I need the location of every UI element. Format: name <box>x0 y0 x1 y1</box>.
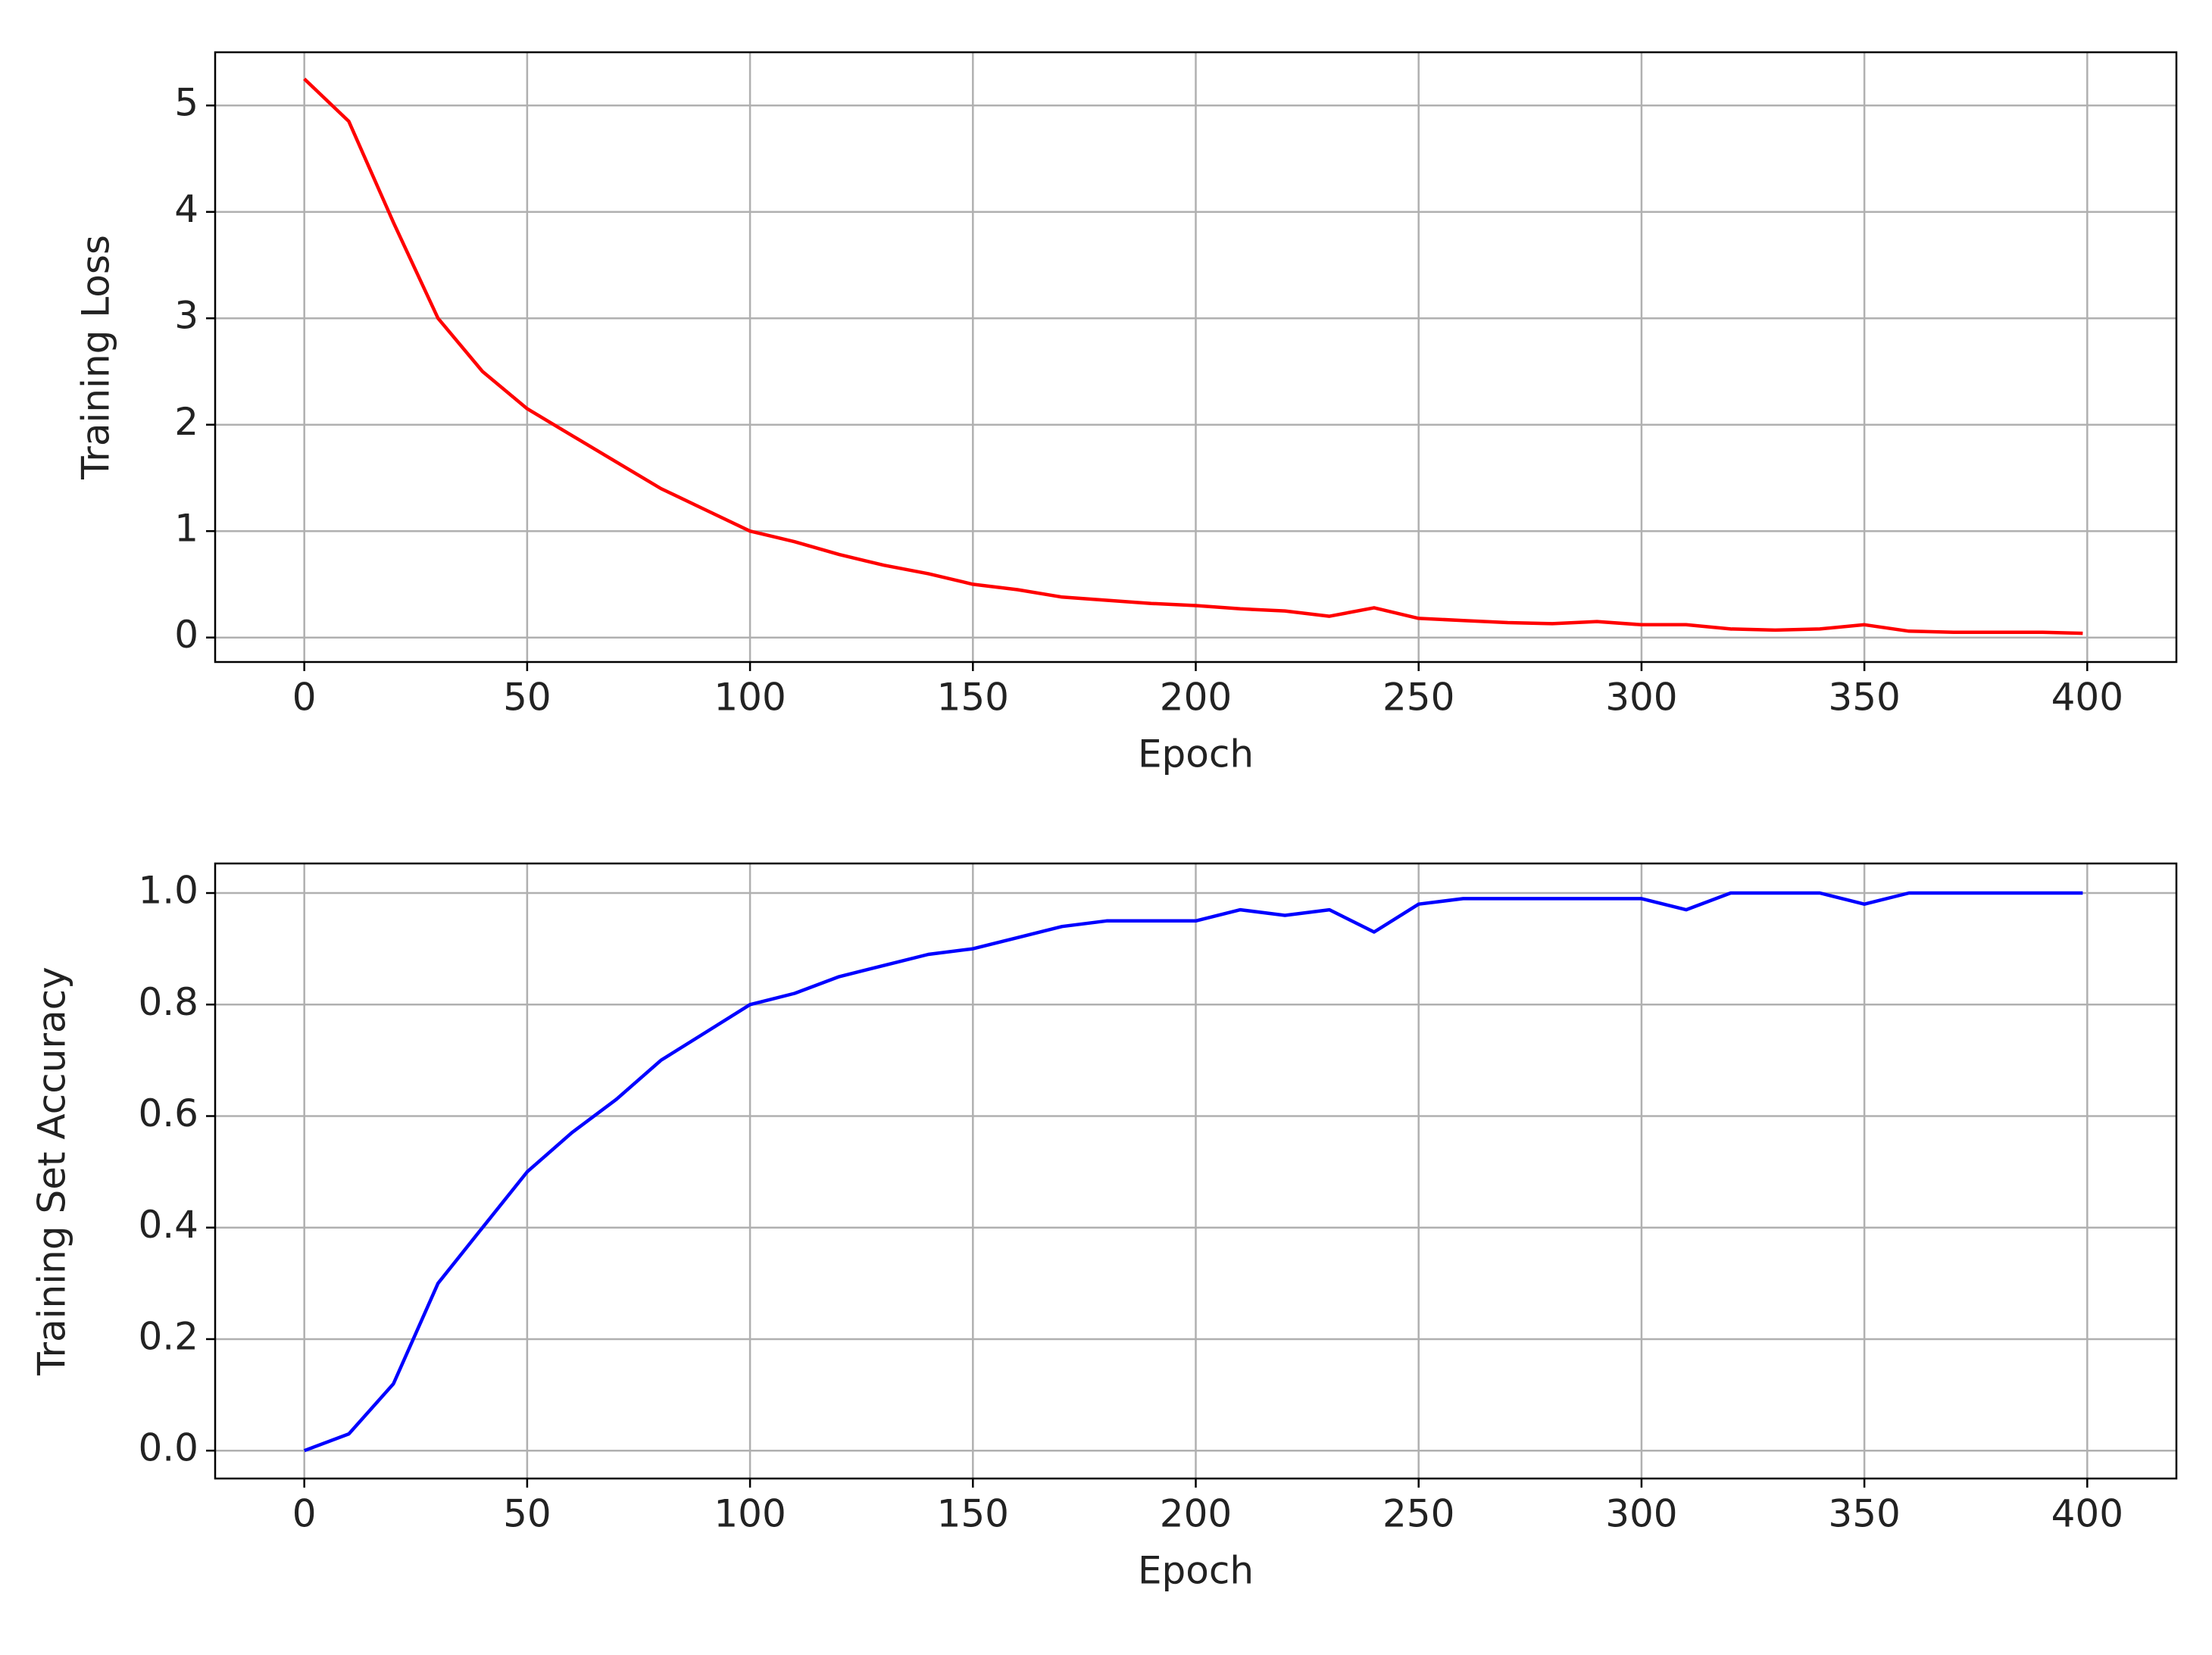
y-tick-label: 2 <box>174 400 198 444</box>
y-tick-label: 0.0 <box>138 1426 198 1470</box>
x-tick-label: 300 <box>1605 1492 1677 1536</box>
x-tick-label: 0 <box>292 1492 317 1536</box>
x-tick-label: 100 <box>714 676 786 720</box>
y-axis-label: Training Loss <box>74 235 118 480</box>
x-axis-label: Epoch <box>1138 1549 1254 1593</box>
y-tick-label: 1.0 <box>138 869 198 913</box>
y-tick-label: 0.2 <box>138 1314 198 1358</box>
y-tick-label: 5 <box>174 81 198 125</box>
x-tick-label: 150 <box>937 676 1009 720</box>
y-tick-label: 0.6 <box>138 1091 198 1135</box>
x-tick-label: 350 <box>1828 1492 1900 1536</box>
x-tick-label: 200 <box>1160 1492 1232 1536</box>
data-line <box>303 891 2083 1453</box>
plot-frame <box>214 51 2178 664</box>
x-tick-label: 50 <box>503 676 551 720</box>
x-tick-label: 50 <box>503 1492 551 1536</box>
y-axis-label: Training Set Accuracy <box>30 966 74 1376</box>
x-tick-label: 150 <box>937 1492 1009 1536</box>
x-tick-label: 250 <box>1382 1492 1454 1536</box>
x-tick-label: 400 <box>2051 1492 2123 1536</box>
y-tick-label: 1 <box>174 507 198 551</box>
y-tick-label: 3 <box>174 294 198 338</box>
plot-frame <box>214 862 2178 1480</box>
y-tick-label: 0 <box>174 613 198 657</box>
y-tick-label: 0.4 <box>138 1203 198 1247</box>
y-tick-label: 4 <box>174 187 198 231</box>
x-tick-label: 400 <box>2051 676 2123 720</box>
x-tick-label: 200 <box>1160 676 1232 720</box>
y-tick-label: 0.8 <box>138 980 198 1024</box>
x-tick-label: 250 <box>1382 676 1454 720</box>
data-line <box>303 77 2083 635</box>
x-tick-label: 350 <box>1828 676 1900 720</box>
x-tick-label: 100 <box>714 1492 786 1536</box>
x-tick-label: 300 <box>1605 676 1677 720</box>
x-axis-label: Epoch <box>1138 732 1254 776</box>
x-tick-label: 0 <box>292 676 317 720</box>
